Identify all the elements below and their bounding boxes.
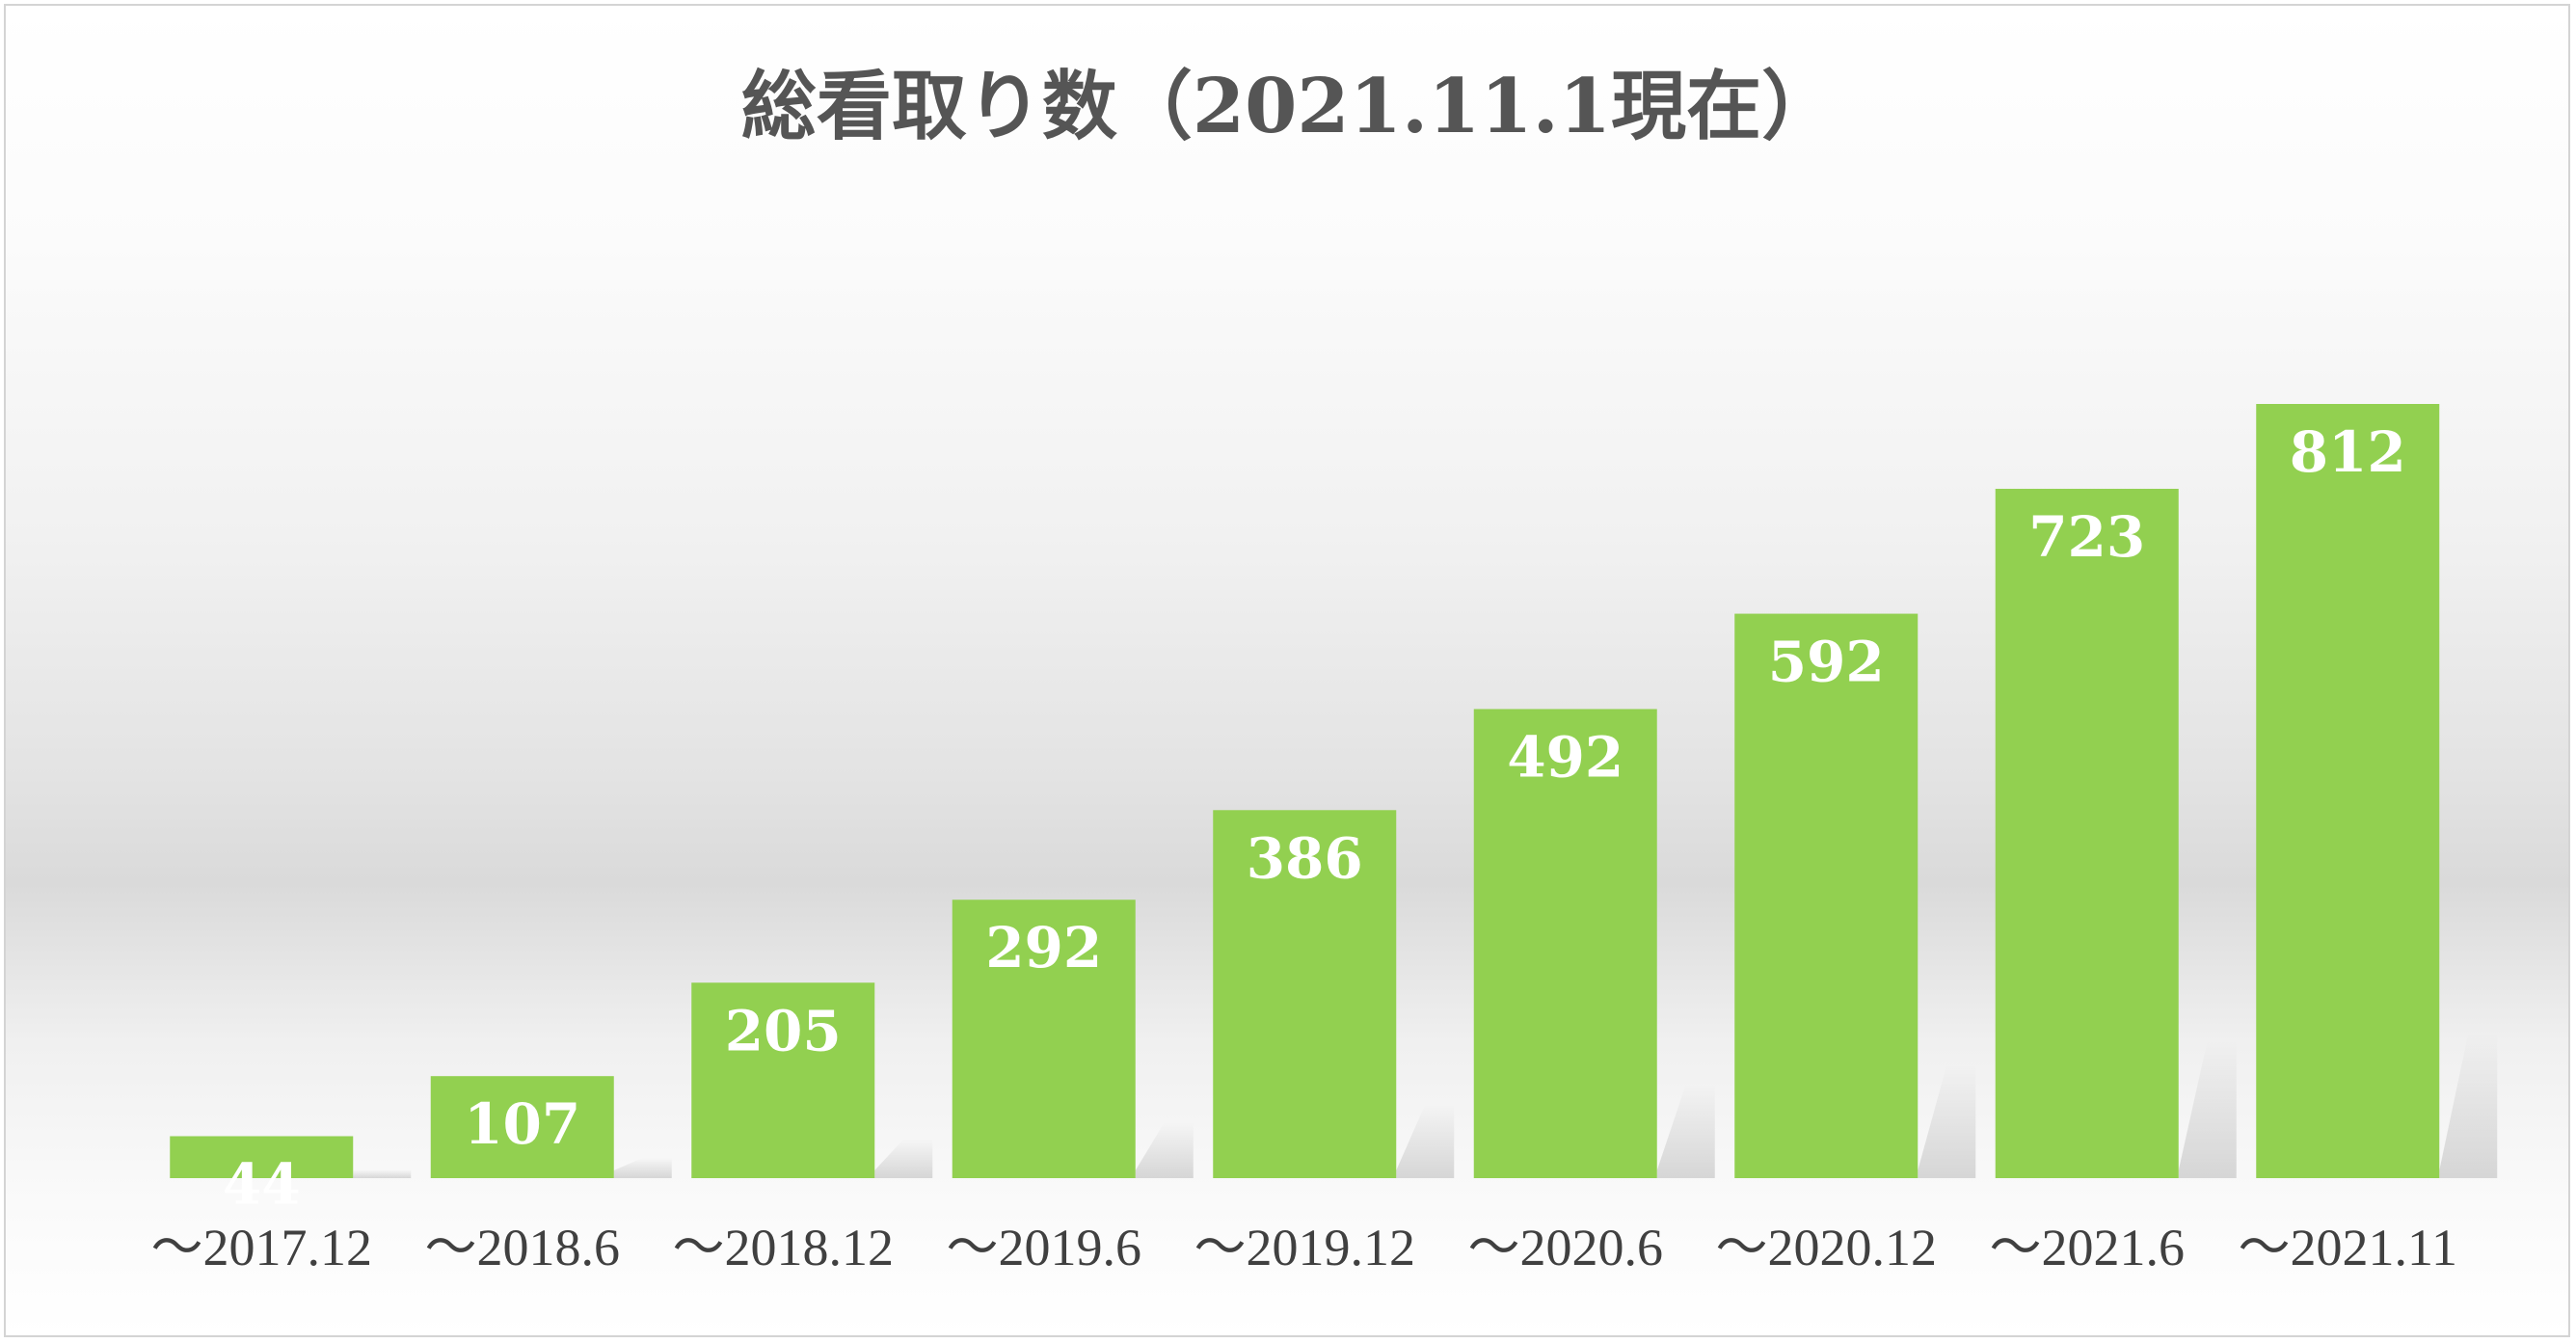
x-tick-label: ～2021.6 — [1990, 1219, 2186, 1276]
data-label: 205 — [725, 998, 842, 1063]
bar-shadow — [614, 1158, 672, 1178]
data-label: 386 — [1247, 825, 1363, 891]
chart-frame: 総看取り数（2021.11.1現在） 44 107 205 292 386 492 592 7… — [4, 4, 2570, 1337]
bar-shadow — [2179, 1040, 2237, 1178]
bar-shadow — [1136, 1122, 1194, 1178]
data-label: 812 — [2290, 419, 2406, 485]
bar — [2256, 404, 2439, 1178]
bar-shadow — [874, 1139, 932, 1178]
x-tick-label: ～2019.12 — [1194, 1219, 1416, 1276]
bar-shadow — [2439, 1034, 2497, 1178]
data-label: 44 — [223, 1151, 301, 1217]
data-label: 723 — [2028, 504, 2145, 570]
x-tick-labels: ～2017.12 ～2018.6 ～2018.12 ～2019.6 ～2019.12 ～2… — [151, 1219, 2458, 1276]
x-tick-label: ～2020.6 — [1468, 1219, 1664, 1276]
x-tick-label: ～2018.12 — [673, 1219, 895, 1276]
x-tick-label: ～2019.6 — [947, 1219, 1142, 1276]
bar-shadow — [1918, 1065, 1975, 1178]
data-label: 592 — [1768, 630, 1885, 695]
x-tick-label: ～2017.12 — [151, 1219, 373, 1276]
x-tick-label: ～2021.11 — [2239, 1219, 2458, 1276]
bar-chart: 44 107 205 292 386 492 592 723 812 ～2017.12 ～2018… — [6, 6, 2572, 1339]
bar-shadow — [1396, 1105, 1454, 1178]
bar-shadow — [353, 1169, 411, 1178]
data-label: 492 — [1507, 724, 1623, 790]
bar — [1996, 489, 2179, 1178]
x-tick-label: ～2018.6 — [425, 1219, 621, 1276]
bar — [1734, 614, 1918, 1178]
data-label: 107 — [464, 1091, 580, 1157]
data-label: 292 — [985, 915, 1102, 980]
x-tick-label: ～2020.12 — [1716, 1219, 1938, 1276]
bar-shadow — [1657, 1085, 1715, 1178]
